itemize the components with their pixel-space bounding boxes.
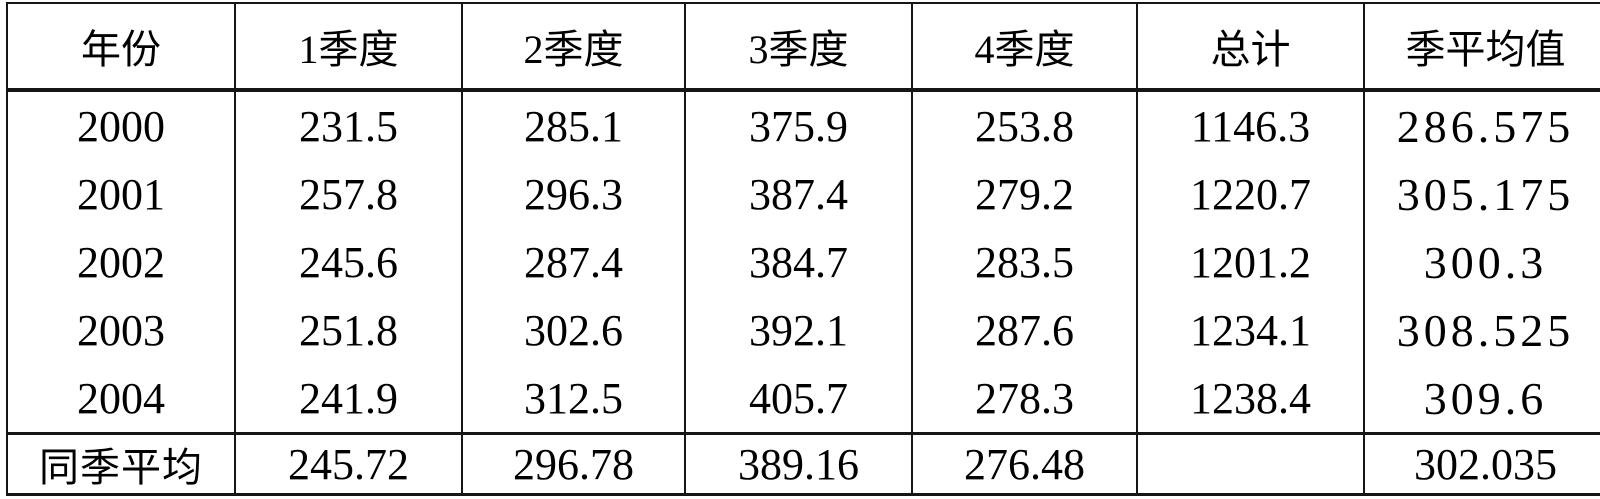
table-row-2000: 2000 231.5 285.1 375.9 253.8 1146.3 286.…	[6, 90, 1600, 160]
summary-cell: 276.48	[911, 432, 1137, 496]
table-cell-year: 2003	[6, 296, 235, 364]
table-cell-average: 286.575	[1363, 90, 1600, 160]
table-cell: 285.1	[461, 90, 685, 160]
table-cell: 253.8	[911, 90, 1137, 160]
summary-cell: 296.78	[461, 432, 685, 496]
summary-row-label: 同季平均	[6, 432, 235, 496]
header-cell-q4: 4季度	[911, 2, 1137, 92]
table-cell-year: 2001	[6, 160, 235, 228]
table-cell: 375.9	[684, 90, 912, 160]
table-cell-year: 2000	[6, 90, 235, 160]
table-cell-average: 309.6	[1363, 364, 1600, 434]
table-row-2001: 2001 257.8 296.3 387.4 279.2 1220.7 305.…	[6, 160, 1600, 228]
table-cell: 279.2	[911, 160, 1137, 228]
table-cell: 283.5	[911, 228, 1137, 296]
table-cell-average: 300.3	[1363, 228, 1600, 296]
header-row: 年份 1季度 2季度 3季度 4季度 总计 季平均值	[6, 2, 1600, 92]
table-cell: 387.4	[684, 160, 912, 228]
header-cell-quarter-average: 季平均值	[1363, 2, 1600, 92]
table-row-2003: 2003 251.8 302.6 392.1 287.6 1234.1 308.…	[6, 296, 1600, 364]
table-row-2002: 2002 245.6 287.4 384.7 283.5 1201.2 300.…	[6, 228, 1600, 296]
header-cell-q3: 3季度	[684, 2, 912, 92]
table-cell: 231.5	[234, 90, 462, 160]
table-cell-total: 1238.4	[1136, 364, 1364, 434]
table-cell: 302.6	[461, 296, 685, 364]
table-cell: 405.7	[684, 364, 912, 434]
table-cell-average: 305.175	[1363, 160, 1600, 228]
header-cell-year: 年份	[6, 2, 235, 92]
table-cell-total: 1234.1	[1136, 296, 1364, 364]
summary-cell: 389.16	[684, 432, 912, 496]
table-cell: 245.6	[234, 228, 462, 296]
table-row-2004: 2004 241.9 312.5 405.7 278.3 1238.4 309.…	[6, 364, 1600, 434]
table-cell-total: 1146.3	[1136, 90, 1364, 160]
summary-cell: 245.72	[234, 432, 462, 496]
table-cell: 384.7	[684, 228, 912, 296]
header-cell-total: 总计	[1136, 2, 1364, 92]
table-cell: 278.3	[911, 364, 1137, 434]
summary-row: 同季平均 245.72 296.78 389.16 276.48 302.035	[6, 432, 1600, 496]
table-cell-year: 2004	[6, 364, 235, 434]
table-cell: 287.4	[461, 228, 685, 296]
table-cell: 241.9	[234, 364, 462, 434]
table-cell-total: 1220.7	[1136, 160, 1364, 228]
table-cell-year: 2002	[6, 228, 235, 296]
summary-cell-total-empty	[1136, 432, 1364, 496]
table-cell: 392.1	[684, 296, 912, 364]
table-cell-average: 308.525	[1363, 296, 1600, 364]
summary-cell-average: 302.035	[1363, 432, 1600, 496]
quarterly-data-table: 年份 1季度 2季度 3季度 4季度 总计 季平均值 2000 231.5 28…	[6, 2, 1600, 496]
header-cell-q1: 1季度	[234, 2, 462, 92]
table-cell-total: 1201.2	[1136, 228, 1364, 296]
table-cell: 296.3	[461, 160, 685, 228]
table-cell: 257.8	[234, 160, 462, 228]
header-cell-q2: 2季度	[461, 2, 685, 92]
table-cell: 312.5	[461, 364, 685, 434]
table-cell: 251.8	[234, 296, 462, 364]
table-cell: 287.6	[911, 296, 1137, 364]
